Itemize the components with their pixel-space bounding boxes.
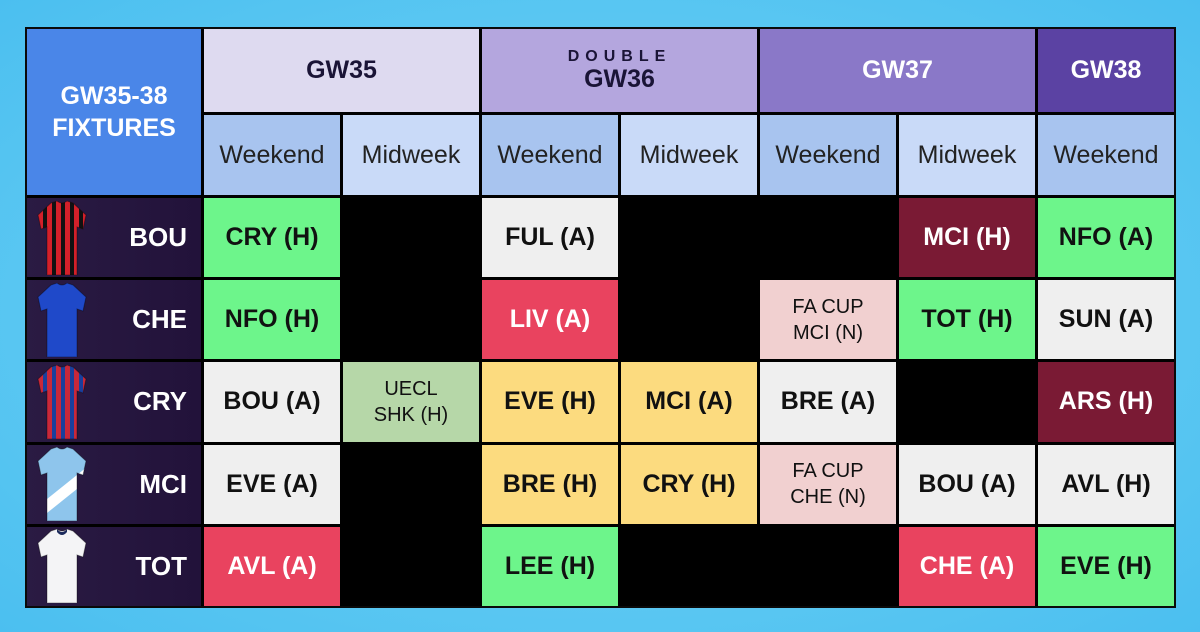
fixture-opponent: MCI (N): [793, 321, 863, 344]
empty-fixture-cell: [343, 198, 479, 277]
team-row-bou: BOU: [27, 198, 201, 278]
fixture-opponent: EVE (H): [1060, 551, 1152, 580]
empty-fixture-cell: [343, 527, 479, 606]
fixture-opponent: CHE (N): [790, 486, 866, 509]
fixture-opponent: CHE (A): [919, 551, 1015, 580]
fixture-opponent: EVE (A): [226, 469, 318, 498]
gw38-header: GW38: [1038, 29, 1174, 112]
team-code: BOU: [129, 222, 187, 253]
fixture-cell: FA CUP CHE (N): [760, 444, 896, 524]
fixture-cell: AVL (H): [1038, 444, 1174, 524]
empty-fixture-cell: [621, 198, 757, 277]
team-row-tot: TOT: [27, 526, 201, 606]
subheader-gw36-weekend: Weekend: [482, 115, 618, 195]
subheader-gw37-midweek: Midweek: [899, 115, 1035, 195]
fixture-cell: EVE (A): [204, 444, 340, 524]
subheader-gw35-midweek: Midweek: [343, 115, 479, 195]
fixture-cell: NFO (H): [204, 280, 340, 360]
fixture-opponent: MCI (H): [923, 223, 1011, 252]
fixture-cell: TOT (H): [899, 280, 1035, 360]
fixture-cell: CHE (A): [899, 526, 1035, 606]
fixture-opponent: CRY (H): [642, 469, 736, 498]
fixture-competition: UECL: [384, 377, 438, 400]
gw38-label: GW38: [1070, 56, 1142, 84]
fixture-cell: AVL (A): [204, 526, 340, 606]
gw37-header: GW37: [760, 29, 1035, 112]
fixture-opponent: BRE (A): [780, 387, 876, 416]
subheader-gw38-weekend: Weekend: [1038, 115, 1174, 195]
fixture-opponent: NFO (A): [1058, 223, 1154, 252]
fixture-cell: BOU (A): [204, 362, 340, 442]
title-line-1: GW35-38: [60, 81, 168, 110]
subheader-gw35-weekend: Weekend: [204, 115, 340, 195]
gw36-header: DOUBLE GW36: [482, 29, 757, 112]
fixture-cell: BRE (A): [760, 362, 896, 442]
fixture-opponent: SHK (H): [373, 403, 449, 426]
fixture-cell: ARS (H): [1038, 362, 1174, 442]
fixture-opponent: LIV (A): [509, 305, 591, 334]
gw35-header: GW35: [204, 29, 479, 112]
team-code: CHE: [132, 304, 187, 335]
fixture-opponent: EVE (H): [504, 387, 596, 416]
chelsea-shirt-icon: [37, 282, 87, 357]
subheader-gw37-weekend: Weekend: [760, 115, 896, 195]
fixture-cell: CRY (H): [621, 444, 757, 524]
fixture-competition: FA CUP: [792, 460, 864, 483]
fixture-cell: CRY (H): [204, 198, 340, 278]
bournemouth-shirt-icon: [37, 200, 87, 275]
team-row-mci: MCI: [27, 444, 201, 524]
fixture-opponent: BOU (A): [918, 469, 1016, 498]
fixture-opponent: AVL (H): [1061, 469, 1151, 498]
fixture-opponent: BOU (A): [223, 387, 321, 416]
empty-fixture-cell: [899, 362, 1035, 441]
fixture-opponent: NFO (H): [224, 305, 320, 334]
gw37-label: GW37: [862, 56, 933, 84]
empty-fixture-cell: [621, 280, 757, 359]
tottenham-shirt-icon: [37, 529, 87, 604]
empty-fixture-cell: [760, 527, 896, 606]
empty-fixture-cell: [760, 198, 896, 277]
fixture-opponent: SUN (A): [1058, 305, 1154, 334]
empty-fixture-cell: [343, 280, 479, 359]
fixture-cell: SUN (A): [1038, 280, 1174, 360]
team-row-cry: CRY: [27, 362, 201, 442]
title-line-2: FIXTURES: [52, 114, 176, 142]
subheader-gw36-midweek: Midweek: [621, 115, 757, 195]
fixture-cell: NFO (A): [1038, 198, 1174, 278]
double-tag: DOUBLE: [567, 48, 672, 65]
fixture-competition: FA CUP: [792, 295, 864, 318]
fixture-cell: FA CUP MCI (N): [760, 280, 896, 360]
team-code: CRY: [133, 386, 187, 417]
fixture-cell: EVE (H): [482, 362, 618, 442]
fixture-opponent: BRE (H): [502, 469, 598, 498]
fixture-cell: UECL SHK (H): [343, 362, 479, 442]
fixture-cell: LIV (A): [482, 280, 618, 360]
fixture-opponent: TOT (H): [921, 305, 1013, 334]
fixture-cell: FUL (A): [482, 198, 618, 278]
gw35-label: GW35: [306, 56, 377, 84]
empty-fixture-cell: [343, 445, 479, 524]
fixture-cell: EVE (H): [1038, 526, 1174, 606]
fixture-opponent: FUL (A): [505, 223, 595, 252]
fixtures-table: GW35-38 FIXTURES GW35 DOUBLE GW36 GW37 G…: [25, 27, 1176, 608]
fixture-cell: BRE (H): [482, 444, 618, 524]
fixture-opponent: MCI (A): [645, 387, 733, 416]
fixture-opponent: CRY (H): [225, 223, 319, 252]
table-title: GW35-38 FIXTURES: [27, 29, 201, 195]
fixture-cell: MCI (A): [621, 362, 757, 442]
empty-fixture-cell: [621, 527, 757, 606]
team-code: TOT: [135, 550, 187, 581]
gw36-label: GW36: [584, 65, 655, 93]
fixture-cell: BOU (A): [899, 444, 1035, 524]
crystal-palace-shirt-icon: [37, 364, 87, 439]
team-code: MCI: [139, 468, 187, 499]
fixture-opponent: LEE (H): [504, 551, 596, 580]
fixture-opponent: AVL (A): [227, 551, 317, 580]
team-row-che: CHE: [27, 280, 201, 360]
fixture-cell: LEE (H): [482, 526, 618, 606]
man-city-shirt-icon: [37, 447, 87, 522]
fixture-opponent: ARS (H): [1058, 387, 1154, 416]
fixture-cell: MCI (H): [899, 198, 1035, 278]
